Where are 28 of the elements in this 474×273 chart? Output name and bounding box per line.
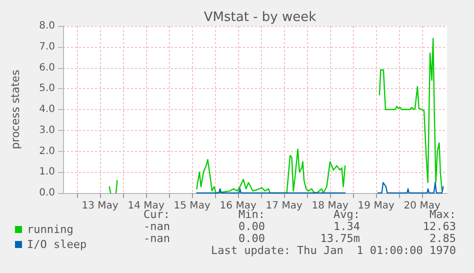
y-tick-label: 1.0: [39, 166, 55, 178]
chart-title: VMstat - by week: [204, 10, 317, 25]
x-tick-label: 13 May: [82, 200, 118, 212]
x-tick-label: 15 May: [174, 200, 210, 212]
y-tick-label: 5.0: [39, 83, 55, 94]
text: 1.34: [334, 220, 360, 233]
text: 2.85: [430, 232, 456, 245]
y-tick-label: 3.0: [39, 124, 55, 136]
text: Last update: Thu Jan 1 01:00:00 1970: [210, 244, 456, 257]
text: 0.00: [238, 232, 266, 245]
y-tick-label: 8.0: [39, 20, 55, 32]
text: -nan: [144, 220, 170, 233]
text: -nan: [144, 232, 170, 245]
x-tick-label: 18 May: [312, 200, 348, 212]
y-tick-label: 7.0: [39, 41, 55, 52]
text: 12.63: [422, 220, 456, 233]
text: 13.75m: [320, 232, 360, 245]
legend-label: I/O sleep: [27, 238, 87, 251]
y-tick-label: 0.0: [39, 188, 55, 198]
legend-label: running: [27, 223, 74, 236]
y-tick-label: 4.0: [39, 104, 55, 115]
y-axis-title: process states: [9, 70, 22, 150]
x-tick-label: 17 May: [266, 200, 302, 212]
x-tick-label: 20 May: [404, 200, 440, 212]
y-tick-label: 2.0: [39, 146, 55, 157]
y-tick-label: 6.0: [39, 62, 55, 74]
text: 0.00: [238, 220, 266, 233]
x-tick-label: 19 May: [358, 200, 394, 212]
